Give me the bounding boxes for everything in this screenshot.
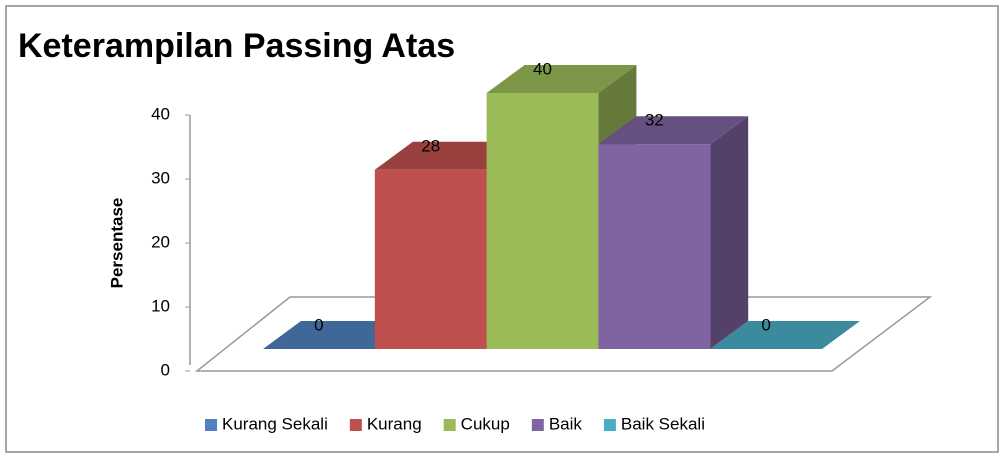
legend-label: Kurang Sekali — [222, 414, 328, 433]
value-label: 28 — [421, 136, 440, 155]
y-tick-label: 30 — [151, 168, 170, 187]
legend-swatch — [603, 419, 616, 431]
legend-swatch — [531, 419, 544, 431]
bar-front — [598, 144, 711, 349]
bar-side — [710, 116, 749, 349]
y-axis-label: Persentase — [107, 198, 126, 289]
value-label: 0 — [761, 315, 770, 334]
legend-swatch — [205, 419, 217, 431]
y-tick-label: 0 — [161, 360, 170, 379]
y-tick-label: 40 — [151, 104, 170, 123]
bar-top — [710, 321, 860, 349]
legend-swatch — [349, 419, 362, 431]
y-tick-label: 20 — [151, 232, 170, 251]
y-tick-label: 10 — [151, 296, 170, 315]
chart-title: Keterampilan Passing Atas — [18, 27, 455, 65]
bar — [598, 116, 749, 349]
legend-swatch — [443, 419, 456, 431]
legend-label: Baik — [549, 414, 583, 433]
legend-label: Baik Sekali — [621, 414, 705, 433]
bar — [710, 321, 860, 349]
bar-top — [598, 116, 749, 145]
value-label: 0 — [314, 315, 323, 334]
legend-label: Kurang — [367, 414, 422, 433]
bar-front — [486, 93, 599, 349]
legend-label: Cukup — [461, 414, 510, 433]
bar-top — [486, 65, 637, 93]
bar-front — [374, 169, 487, 349]
value-label: 32 — [645, 111, 664, 130]
value-label: 40 — [533, 59, 552, 78]
